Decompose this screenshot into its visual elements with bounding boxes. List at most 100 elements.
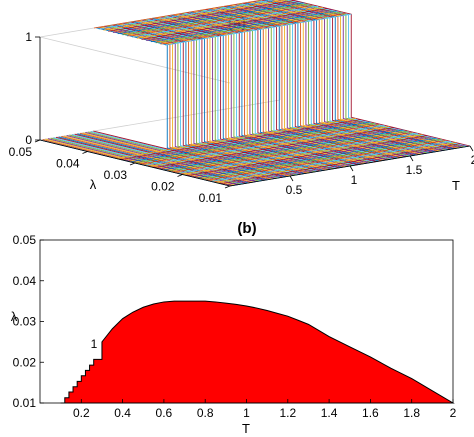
- surface-line-t: [182, 134, 423, 175]
- y-tick-label: 0.01: [13, 396, 37, 410]
- surface-line-lambda: [141, 19, 332, 170]
- x-tick: [469, 145, 474, 152]
- surface-line-lambda: [250, 1, 441, 152]
- x-tick-label: 2: [450, 406, 457, 420]
- surface-line-t: [117, 2, 304, 35]
- x-tick: [349, 165, 354, 172]
- surface-line-lambda: [157, 17, 348, 167]
- surface-line-lambda: [242, 2, 433, 153]
- surface-line-lambda: [133, 21, 324, 171]
- surface-line-lambda: [199, 9, 391, 160]
- y-tick-label: 0.02: [151, 180, 175, 194]
- surface-line-lambda: [162, 16, 353, 166]
- surface-line-t: [177, 133, 418, 174]
- surface-line-t: [149, 126, 390, 167]
- surface-line-lambda: [207, 8, 399, 159]
- x-tick-label: 1: [243, 406, 250, 420]
- panel-b-area: (b) 0.2 0.4 0.6 0.8 1 1.2 1.4 1.6 1.8 20.010.020.…: [11, 220, 457, 436]
- surface-line-lambda: [127, 21, 319, 172]
- surface-line-t: [158, 128, 399, 170]
- surface-line-t: [168, 130, 409, 172]
- panel-b-label: (b): [237, 220, 256, 237]
- y-tick-label: 0.03: [13, 315, 37, 329]
- surface-line-lambda: [186, 12, 377, 162]
- surface-line-lambda: [95, 27, 287, 178]
- surface-line-lambda: [194, 10, 385, 161]
- x-tick-label: 0.8: [197, 406, 214, 420]
- x-tick: [289, 175, 294, 182]
- surface-line-lambda: [221, 6, 412, 157]
- y-tick-label: 0.04: [13, 274, 37, 288]
- y-tick: [224, 185, 231, 189]
- surface-line-t: [93, 0, 265, 29]
- z-tick-label: 0: [25, 133, 32, 147]
- surface-line-t: [225, 144, 466, 186]
- panel-b-red-region: [60, 300, 455, 404]
- surface-line-t: [172, 131, 414, 173]
- surface-line-t: [191, 136, 433, 178]
- surface-line-lambda: [103, 25, 295, 176]
- surface-line-lambda: [165, 15, 356, 166]
- surface-line-lambda: [125, 22, 316, 173]
- surface-line-lambda: [135, 20, 327, 171]
- surface-line-lambda: [218, 6, 409, 157]
- panel-a-x-label: T: [452, 178, 460, 193]
- surface-line-lambda: [229, 5, 420, 155]
- x-tick-label: 1.4: [321, 406, 338, 420]
- surface-line-lambda: [98, 26, 289, 177]
- surface-line-lambda: [255, 0, 447, 151]
- surface-line-lambda: [151, 17, 343, 168]
- x-tick-label: 2: [471, 153, 474, 167]
- surface-line-lambda: [114, 24, 305, 174]
- surface-line-lambda: [181, 13, 372, 163]
- panel-a-axes: 0.5 1 1.5 2 0.05 0.04 0.03 0.02 0.01 1 0: [9, 30, 474, 205]
- y-tick-label: 0.04: [56, 157, 80, 171]
- panel-b-x-label: T: [242, 421, 250, 436]
- surface-line-lambda: [170, 14, 361, 165]
- surface-line-t: [210, 141, 452, 182]
- surface-line-t: [125, 120, 366, 162]
- surface-line-lambda: [272, 0, 460, 149]
- surface-line-t: [220, 143, 461, 185]
- surface-line-t: [153, 127, 395, 168]
- back-wall-line: [39, 99, 281, 141]
- surface-line-lambda: [119, 23, 311, 174]
- surface-line-t: [163, 129, 404, 171]
- surface-line-lambda: [239, 3, 431, 154]
- surface-line-lambda: [226, 5, 417, 156]
- surface-line-lambda: [205, 9, 396, 159]
- x-tick: [409, 155, 414, 162]
- surface-line-t: [201, 138, 442, 180]
- y-tick: [129, 162, 136, 166]
- panel-b-region-label: 1: [91, 337, 98, 351]
- surface-line-lambda: [149, 18, 340, 169]
- surface-line-t: [120, 119, 361, 160]
- y-tick-label: 0.01: [199, 191, 223, 205]
- surface-line-lambda: [258, 0, 449, 150]
- x-tick-label: 1: [351, 173, 358, 187]
- surface-line-lambda: [247, 1, 439, 152]
- surface-line-lambda: [276, 0, 463, 148]
- surface-line-lambda: [146, 18, 337, 169]
- surface-line-t: [130, 121, 371, 163]
- surface-line-lambda: [143, 19, 335, 170]
- surface-line-lambda: [213, 7, 404, 158]
- surface-line-t: [134, 122, 376, 164]
- surface-line-t: [136, 7, 323, 39]
- surface-line-lambda: [263, 0, 455, 150]
- panel-b-axes: 0.2 0.4 0.6 0.8 1 1.2 1.4 1.6 1.8 2 0.01 0.02 0.03 0.…: [13, 233, 457, 420]
- surface-line-t: [146, 9, 333, 41]
- surface-line-lambda: [202, 9, 393, 160]
- x-tick-label: 0.6: [156, 406, 173, 420]
- y-tick: [177, 174, 183, 177]
- x-tick-label: 1.5: [406, 163, 423, 177]
- x-tick-label: 1.8: [403, 406, 420, 420]
- y-tick-label: 0.02: [13, 355, 37, 369]
- surface-line-t: [165, 13, 352, 46]
- surface-line-lambda: [290, 0, 471, 147]
- y-tick: [82, 151, 88, 154]
- surface-line-lambda: [261, 0, 452, 150]
- surface-line-lambda: [234, 4, 425, 154]
- surface-line-lambda: [183, 12, 375, 163]
